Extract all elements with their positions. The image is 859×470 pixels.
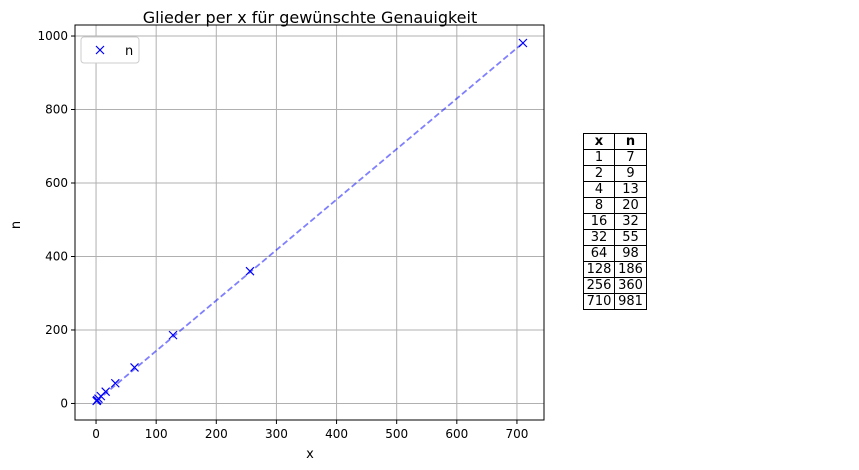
table-cell-n: 13: [614, 181, 647, 198]
table-cell-n: 9: [614, 165, 647, 182]
legend: n: [80, 36, 140, 64]
points-group: [92, 38, 528, 406]
table-cell-x: 128: [583, 261, 615, 278]
table-cell-x: 64: [583, 245, 615, 262]
table-cell-x: 32: [583, 229, 615, 246]
table-header-x: x: [583, 133, 615, 150]
chart-title: Glieder per x für gewünschte Genauigkeit: [143, 8, 477, 27]
x-tick-label: 500: [385, 427, 408, 441]
table-body: 1 7 2 9 4 13 8 20 16 32 32 55 64 98 128 186 256 360 710 981: [583, 149, 647, 310]
table-cell-x: 16: [583, 213, 615, 230]
table-row: 710 981: [583, 293, 647, 310]
data-point: [130, 363, 139, 372]
table-cell-n: 32: [614, 213, 647, 230]
table-cell-n: 55: [614, 229, 647, 246]
fit-line-group: [96, 42, 524, 402]
legend-box: [80, 36, 140, 64]
table-row: 128 186: [583, 261, 647, 278]
y-axis-label: n: [9, 221, 24, 229]
table-cell-n: 7: [614, 149, 647, 166]
data-point: [110, 378, 120, 388]
y-tick-label: 800: [45, 103, 68, 117]
table-row: 16 32: [583, 213, 647, 230]
x-tick-label: 0: [92, 427, 100, 441]
y-tick-label: 200: [45, 323, 68, 337]
fit-line: [96, 42, 524, 402]
x-axis-label: x: [306, 447, 314, 462]
x-tick-label: 600: [445, 427, 468, 441]
data-point: [245, 266, 255, 276]
table-header-row: x n: [583, 133, 647, 150]
table-cell-x: 4: [583, 181, 615, 198]
y-tick-label: 400: [45, 249, 68, 263]
table-cell-n: 981: [614, 293, 647, 310]
table-row: 4 13: [583, 181, 647, 198]
table-row: 64 98: [583, 245, 647, 262]
table-row: 32 55: [583, 229, 647, 246]
y-ticks: 0 200 400 600 800 1000: [37, 29, 75, 410]
table-cell-x: 8: [583, 197, 615, 214]
table-row: 256 360: [583, 277, 647, 294]
table-cell-x: 1: [583, 149, 615, 166]
x-tick-label: 700: [505, 427, 528, 441]
x-tick-label: 200: [205, 427, 228, 441]
data-point: [518, 38, 528, 48]
table-cell-x: 710: [583, 293, 615, 310]
x-tick-label: 100: [145, 427, 168, 441]
data-point: [101, 387, 111, 397]
grid: [75, 25, 544, 420]
legend-label: n: [125, 44, 133, 59]
y-tick-label: 0: [60, 396, 68, 410]
y-tick-label: 600: [45, 176, 68, 190]
plot-frame: [74, 24, 545, 421]
legend-marker-icon: [95, 45, 105, 55]
table-cell-n: 98: [614, 245, 647, 262]
table-cell-n: 20: [614, 197, 647, 214]
x-tick-label: 300: [265, 427, 288, 441]
x-ticks: 0 100 200 300 400 500 600 700: [92, 420, 528, 441]
table-row: 8 20: [583, 197, 647, 214]
table-cell-x: 256: [583, 277, 615, 294]
y-tick-label: 1000: [37, 29, 68, 43]
table-cell-n: 360: [614, 277, 647, 294]
data-point: [168, 330, 178, 340]
table-cell-x: 2: [583, 165, 615, 182]
data-table: x n 1 7 2 9 4 13 8 20 16 32 32 55 64 98 128 186 256 360 71…: [583, 133, 647, 310]
table-header-n: n: [614, 133, 647, 150]
table-cell-n: 186: [614, 261, 647, 278]
x-tick-label: 400: [325, 427, 348, 441]
